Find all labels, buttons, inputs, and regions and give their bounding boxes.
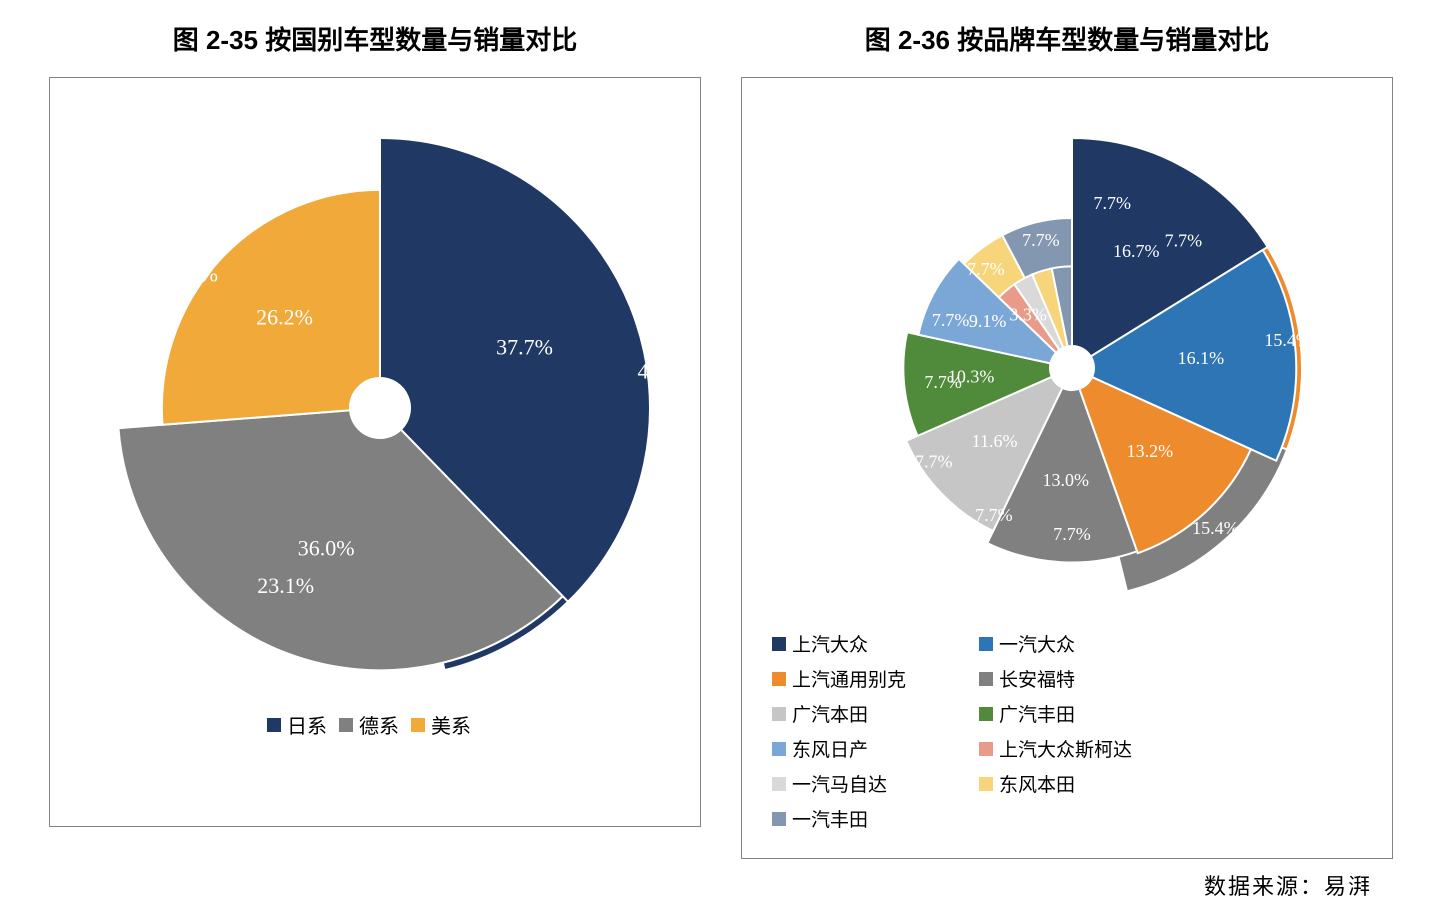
legend-swatch	[772, 742, 786, 756]
pie-outer-label: 7.7%	[1093, 193, 1131, 213]
legend-item: 一汽马自达	[772, 770, 967, 797]
legend-swatch	[772, 812, 786, 826]
legend-label: 日系	[287, 710, 327, 739]
pie-inner-label: 13.0%	[1042, 470, 1089, 490]
pie-outer-label: 7.7%	[975, 505, 1013, 525]
pie-outer-label: 15.4%	[1192, 518, 1239, 538]
legend-item: 东风日产	[772, 735, 967, 762]
pie-inner-label: 9.1%	[969, 311, 1007, 331]
pie-inner-label: 36.0%	[298, 535, 355, 560]
pie-outer-label: 7.7%	[1022, 230, 1060, 250]
pie-outer-label: 7.7%	[924, 372, 962, 392]
legend-item: 上汽大众	[772, 630, 967, 657]
chart-left-box: 37.7% 36.0% 26.2% 46.2% 23.1% 30.8% 日系 德系 美系	[49, 77, 701, 827]
pie-inner-label: 16.1%	[1178, 348, 1225, 368]
legend-item: 美系	[411, 710, 471, 739]
legend-swatch	[772, 672, 786, 686]
legend-swatch	[772, 707, 786, 721]
legend-label: 广汽丰田	[999, 700, 1075, 727]
legend-item: 一汽丰田	[772, 805, 967, 832]
legend-item: 日系	[267, 710, 327, 739]
chart-left-svg: 37.7% 36.0% 26.2% 46.2% 23.1% 30.8%	[70, 88, 680, 696]
chart-right-svg: 16.7%16.1%13.2%13.0%11.6%10.3%9.1%3.3%7.…	[762, 88, 1372, 616]
legend-swatch	[979, 707, 993, 721]
legend-swatch	[979, 742, 993, 756]
legend-item: 长安福特	[979, 665, 1174, 692]
pie-outer-label: 30.8%	[161, 262, 218, 287]
legend-label: 德系	[359, 710, 399, 739]
legend-swatch	[772, 637, 786, 651]
chart-left-legend: 日系 德系 美系	[80, 710, 670, 747]
legend-item: 东风本田	[979, 770, 1174, 797]
legend-item: 一汽大众	[979, 630, 1174, 657]
pie-outer-label: 15.4%	[1264, 330, 1311, 350]
legend-swatch	[979, 672, 993, 686]
pie-outer-label: 7.7%	[1053, 524, 1091, 544]
legend-swatch	[772, 777, 786, 791]
pie-outer-label: 7.7%	[1165, 230, 1203, 250]
legend-label: 上汽大众	[792, 630, 868, 657]
pie-outer-label: 46.2%	[637, 358, 680, 383]
legend-item: 德系	[339, 710, 399, 739]
legend-swatch	[339, 718, 353, 732]
legend-label: 东风本田	[999, 770, 1075, 797]
legend-item: 广汽本田	[772, 700, 967, 727]
pie-inner-label: 3.3%	[1009, 304, 1047, 324]
legend-label: 一汽丰田	[792, 805, 868, 832]
pie-inner-label: 13.2%	[1127, 441, 1174, 461]
legend-swatch	[411, 718, 425, 732]
pie-inner-label: 16.7%	[1113, 241, 1160, 261]
legend-swatch	[267, 718, 281, 732]
legend-label: 上汽通用别克	[792, 665, 906, 692]
chart-right-box: 16.7%16.1%13.2%13.0%11.6%10.3%9.1%3.3%7.…	[741, 77, 1393, 859]
chart-right-title: 图 2-36 按品牌车型数量与销量对比	[865, 20, 1270, 57]
chart-right-block: 图 2-36 按品牌车型数量与销量对比 16.7% 16.1% 13.2% 13.0%…	[741, 20, 1393, 859]
legend-label: 广汽本田	[792, 700, 868, 727]
legend-label: 美系	[431, 710, 471, 739]
pie-outer-label: 23.1%	[257, 573, 314, 598]
legend-label: 长安福特	[999, 665, 1075, 692]
pie-inner-label: 11.6%	[972, 431, 1018, 451]
charts-row: 图 2-35 按国别车型数量与销量对比 37.7% 36.0% 26.2% 46.2%…	[20, 20, 1422, 859]
source-label: 数据来源：易湃	[20, 869, 1422, 901]
pie-outer-label: 7.7%	[915, 452, 953, 472]
chart-right-legend: 上汽大众 一汽大众上汽通用别克 长安福特广汽本田 广汽丰田东风日产 上汽大众斯柯达一汽马…	[772, 630, 1362, 840]
legend-label: 东风日产	[792, 735, 868, 762]
legend-item: 上汽通用别克	[772, 665, 967, 692]
legend-item: 广汽丰田	[979, 700, 1174, 727]
legend-label: 上汽大众斯柯达	[999, 735, 1132, 762]
legend-item: 上汽大众斯柯达	[979, 735, 1174, 762]
legend-swatch	[979, 777, 993, 791]
chart-left-title: 图 2-35 按国别车型数量与销量对比	[173, 20, 578, 57]
pie-outer-label: 7.7%	[967, 259, 1005, 279]
chart-left-block: 图 2-35 按国别车型数量与销量对比 37.7% 36.0% 26.2% 46.2%…	[49, 20, 701, 859]
pie-inner-label: 26.2%	[256, 305, 313, 330]
pie-inner-label: 37.7%	[496, 334, 553, 359]
legend-label: 一汽马自达	[792, 770, 887, 797]
legend-swatch	[979, 637, 993, 651]
legend-label: 一汽大众	[999, 630, 1075, 657]
pie-outer-label: 7.7%	[932, 310, 970, 330]
